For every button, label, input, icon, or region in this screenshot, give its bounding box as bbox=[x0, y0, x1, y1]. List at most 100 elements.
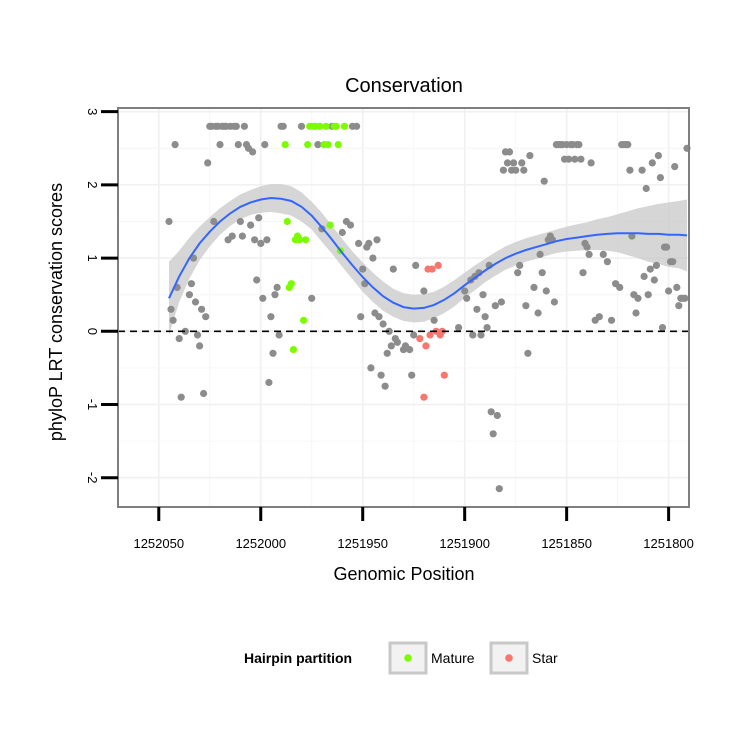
other-point bbox=[497, 298, 505, 306]
other-point bbox=[585, 250, 593, 258]
other-point bbox=[642, 184, 650, 193]
other-point bbox=[550, 298, 559, 306]
other-point bbox=[408, 371, 416, 379]
other-point bbox=[271, 291, 279, 299]
other-point bbox=[565, 155, 573, 163]
mature-point bbox=[289, 346, 297, 354]
other-point bbox=[542, 287, 550, 295]
other-point bbox=[628, 232, 636, 240]
mature-point bbox=[304, 141, 312, 149]
other-point bbox=[648, 159, 656, 167]
other-point bbox=[477, 331, 485, 339]
other-point bbox=[681, 294, 689, 302]
other-point bbox=[338, 228, 346, 237]
mature-point bbox=[334, 141, 342, 149]
other-point bbox=[200, 389, 208, 398]
legend-label-mature: Mature bbox=[431, 650, 475, 666]
other-point bbox=[375, 313, 383, 321]
smooth-confidence-band bbox=[169, 184, 687, 335]
other-point bbox=[577, 155, 585, 163]
star-point bbox=[420, 393, 428, 401]
grid-layer bbox=[118, 108, 689, 507]
smooth-line-layer bbox=[118, 196, 689, 333]
other-point bbox=[297, 122, 306, 130]
other-point bbox=[308, 294, 316, 302]
legend-key-mature-box bbox=[388, 641, 428, 675]
other-point bbox=[520, 166, 528, 174]
other-point bbox=[624, 141, 632, 149]
other-point bbox=[269, 349, 277, 357]
chart-title: Conservation bbox=[345, 75, 463, 97]
other-point bbox=[487, 408, 495, 416]
other-point bbox=[663, 243, 671, 251]
other-point bbox=[483, 324, 491, 332]
other-point bbox=[495, 485, 503, 493]
other-point bbox=[373, 236, 381, 244]
legend-key-star bbox=[505, 654, 513, 662]
legend-label-star: Star bbox=[532, 650, 558, 666]
other-point bbox=[509, 159, 518, 167]
other-point bbox=[530, 283, 538, 291]
x-tick-label: 1251900 bbox=[439, 536, 490, 551]
other-point bbox=[202, 313, 210, 321]
other-point bbox=[193, 331, 202, 339]
mature-point bbox=[287, 280, 295, 288]
other-point bbox=[640, 272, 648, 280]
other-point bbox=[232, 122, 240, 130]
other-point bbox=[665, 287, 673, 295]
legend: Hairpin partition Mature Star bbox=[244, 641, 558, 675]
star-point bbox=[434, 261, 442, 269]
other-point bbox=[673, 283, 681, 291]
other-point bbox=[587, 159, 595, 167]
star-point bbox=[416, 335, 424, 343]
other-point bbox=[267, 313, 275, 321]
other-point bbox=[499, 166, 507, 174]
other-point bbox=[196, 342, 204, 350]
other-point bbox=[658, 324, 667, 332]
other-point bbox=[536, 250, 544, 258]
other-point bbox=[369, 254, 377, 262]
y-tick-label: 2 bbox=[85, 181, 100, 188]
other-point bbox=[171, 141, 179, 149]
other-point bbox=[273, 283, 281, 291]
other-point bbox=[247, 221, 255, 229]
other-point bbox=[420, 287, 428, 295]
mature-point bbox=[326, 221, 334, 229]
other-point bbox=[191, 298, 200, 306]
star-point bbox=[422, 342, 430, 350]
mature-point bbox=[295, 236, 304, 244]
x-tick-label: 1251850 bbox=[541, 536, 592, 551]
other-point bbox=[367, 364, 375, 372]
other-point bbox=[656, 174, 665, 182]
other-point bbox=[410, 331, 418, 339]
other-point bbox=[257, 239, 265, 247]
other-point bbox=[355, 239, 363, 247]
other-point bbox=[177, 393, 185, 401]
smooth-fit-line bbox=[168, 196, 688, 310]
other-point bbox=[579, 269, 587, 277]
other-point bbox=[644, 291, 652, 299]
other-point bbox=[526, 152, 534, 160]
y-tick-label: -2 bbox=[85, 472, 100, 484]
mature-point bbox=[322, 122, 330, 130]
other-point bbox=[514, 269, 522, 277]
y-tick-label: 0 bbox=[85, 328, 100, 335]
other-point bbox=[505, 148, 514, 156]
other-point bbox=[167, 305, 175, 313]
mature-point bbox=[324, 141, 332, 149]
axes-layer: 1252050 1252000 1251950 1251900 1251850 12518… bbox=[85, 107, 694, 551]
other-point bbox=[575, 141, 583, 149]
other-point bbox=[538, 269, 546, 277]
x-tick-label: 1251800 bbox=[643, 536, 694, 551]
other-point bbox=[379, 320, 387, 328]
x-tick-label: 1252050 bbox=[133, 536, 184, 551]
other-point bbox=[228, 232, 236, 240]
other-point bbox=[263, 236, 271, 244]
other-point bbox=[632, 309, 640, 317]
other-point bbox=[261, 141, 269, 149]
star-point bbox=[426, 331, 434, 339]
other-point bbox=[675, 302, 683, 310]
other-point bbox=[540, 177, 548, 185]
